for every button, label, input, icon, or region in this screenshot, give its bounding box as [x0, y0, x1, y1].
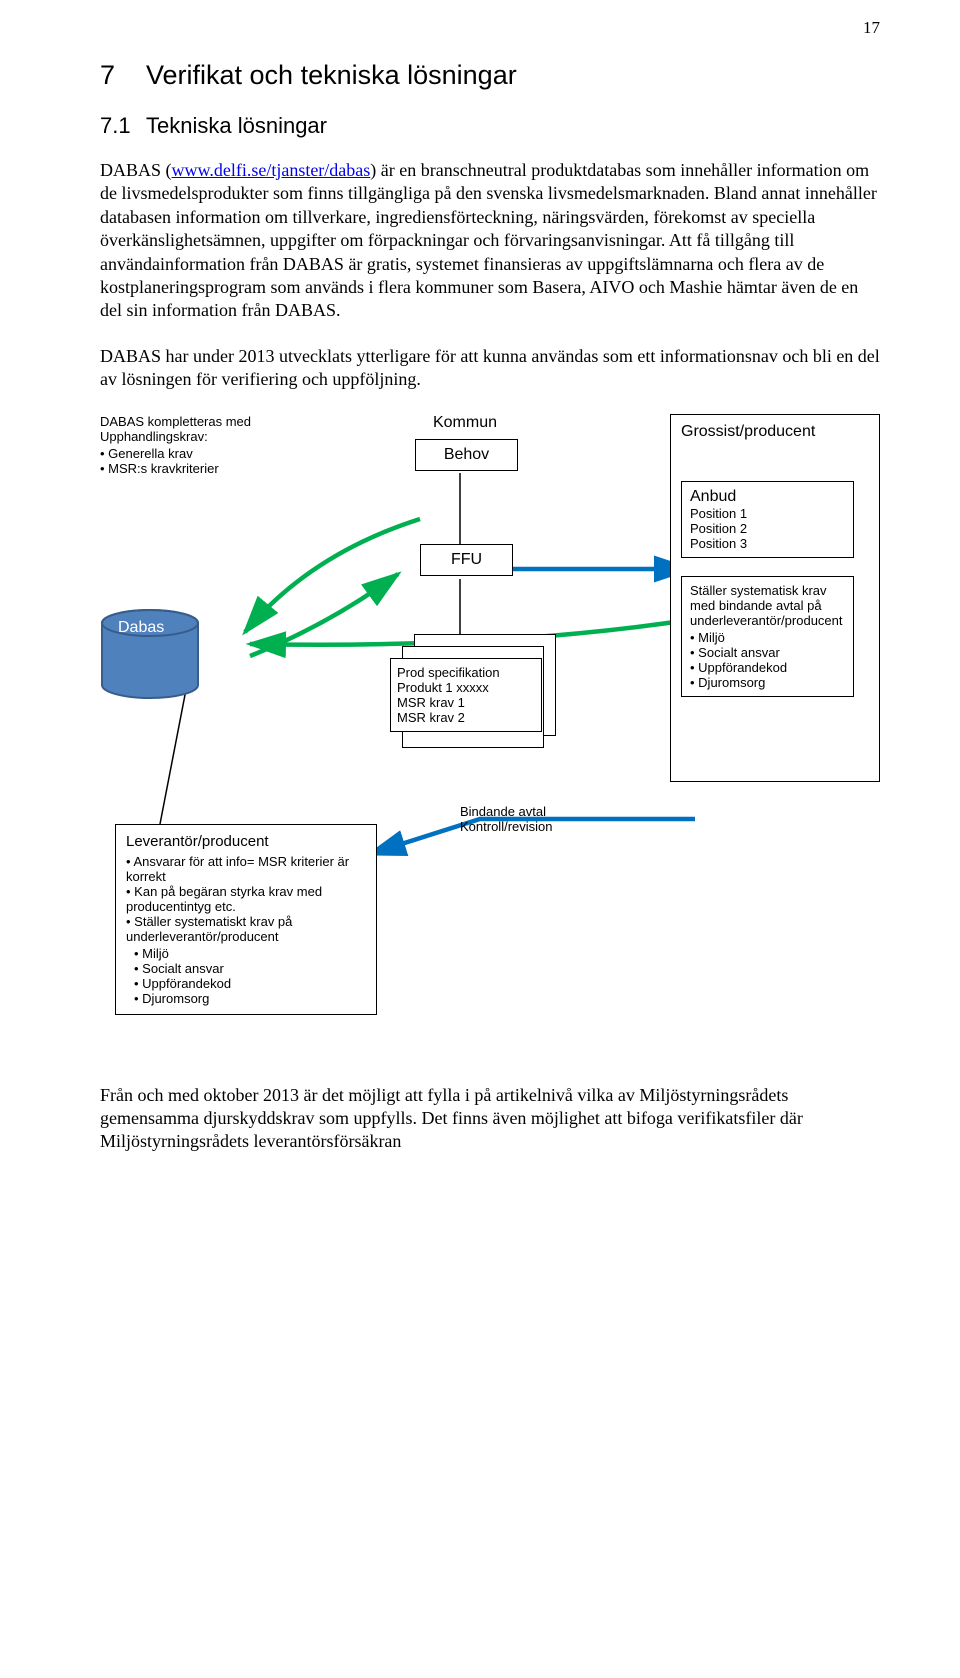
- prod-spec-stack: Prod specifikation Produkt 1 xxxxx MSR k…: [390, 634, 560, 764]
- bindande-label: Bindande avtal Kontroll/revision: [460, 804, 553, 834]
- prodspec-l2: Produkt 1 xxxxx: [397, 680, 535, 695]
- lev-b3: Ställer systematiskt krav på underlevera…: [126, 914, 366, 944]
- staller-b2: Socialt ansvar: [690, 645, 845, 660]
- staller-b1: Miljö: [690, 630, 845, 645]
- staller-l1: Ställer systematisk krav med bindande av…: [690, 583, 845, 628]
- leverantor-box: Leverantör/producent Ansvarar för att in…: [115, 824, 377, 1015]
- lev-b1: Ansvarar för att info= MSR kriterier är …: [126, 854, 366, 884]
- prodspec-l1: Prod specifikation: [397, 665, 535, 680]
- anbud-title: Anbud: [690, 488, 845, 506]
- lev-s3: Uppförandekod: [134, 976, 366, 991]
- staller-b3: Uppförandekod: [690, 660, 845, 675]
- staller-box: Ställer systematisk krav med bindande av…: [681, 576, 854, 697]
- dabas-info-b2: MSR:s kravkriterier: [100, 461, 320, 476]
- heading-1-title: Verifikat och tekniska lösningar: [146, 60, 517, 90]
- prodspec-l4: MSR krav 2: [397, 710, 535, 725]
- anbud-l1: Position 1: [690, 506, 845, 521]
- ffu-box: FFU: [420, 544, 513, 576]
- dabas-info-b1: Generella krav: [100, 446, 320, 461]
- dabas-info-l2: Upphandlingskrav:: [100, 429, 320, 444]
- paragraph-3: Från och med oktober 2013 är det möjligt…: [100, 1084, 880, 1154]
- dabas-link[interactable]: www.delfi.se/tjanster/dabas: [172, 160, 371, 180]
- heading-1-number: 7: [100, 60, 146, 91]
- dabas-info-l1: DABAS kompletteras med: [100, 414, 320, 429]
- anbud-box: Anbud Position 1 Position 2 Position 3: [681, 481, 854, 558]
- diagram: DABAS kompletteras med Upphandlingskrav:…: [100, 414, 880, 1054]
- heading-2-number: 7.1: [100, 113, 146, 139]
- bindande-l1: Bindande avtal: [460, 804, 553, 819]
- dabas-cylinder: Dabas: [100, 609, 200, 704]
- paragraph-1: DABAS (www.delfi.se/tjanster/dabas) är e…: [100, 159, 880, 323]
- heading-1: 7Verifikat och tekniska lösningar: [100, 60, 880, 91]
- dabas-cylinder-label: Dabas: [118, 619, 164, 637]
- bindande-l2: Kontroll/revision: [460, 819, 553, 834]
- lev-s2: Socialt ansvar: [134, 961, 366, 976]
- kommun-title: Kommun: [400, 414, 530, 432]
- staller-b4: Djuromsorg: [690, 675, 845, 690]
- lev-s4: Djuromsorg: [134, 991, 366, 1006]
- paragraph-2: DABAS har under 2013 utvecklats ytterlig…: [100, 345, 880, 392]
- dabas-info-block: DABAS kompletteras med Upphandlingskrav:…: [100, 414, 320, 476]
- prodspec-l3: MSR krav 1: [397, 695, 535, 710]
- p1-pre: DABAS (: [100, 160, 172, 180]
- leverantor-title: Leverantör/producent: [126, 833, 366, 850]
- behov-box: Behov: [415, 439, 518, 471]
- grossist-box: Grossist/producent Anbud Position 1 Posi…: [670, 414, 880, 782]
- heading-2: 7.1Tekniska lösningar: [100, 113, 880, 139]
- lev-s1: Miljö: [134, 946, 366, 961]
- anbud-l3: Position 3: [690, 536, 845, 551]
- anbud-l2: Position 2: [690, 521, 845, 536]
- grossist-title: Grossist/producent: [681, 423, 869, 441]
- heading-2-title: Tekniska lösningar: [146, 113, 327, 138]
- page-number: 17: [863, 18, 880, 38]
- p1-post: ) är en branschneutral produktdatabas so…: [100, 160, 877, 320]
- lev-b2: Kan på begäran styrka krav med producent…: [126, 884, 366, 914]
